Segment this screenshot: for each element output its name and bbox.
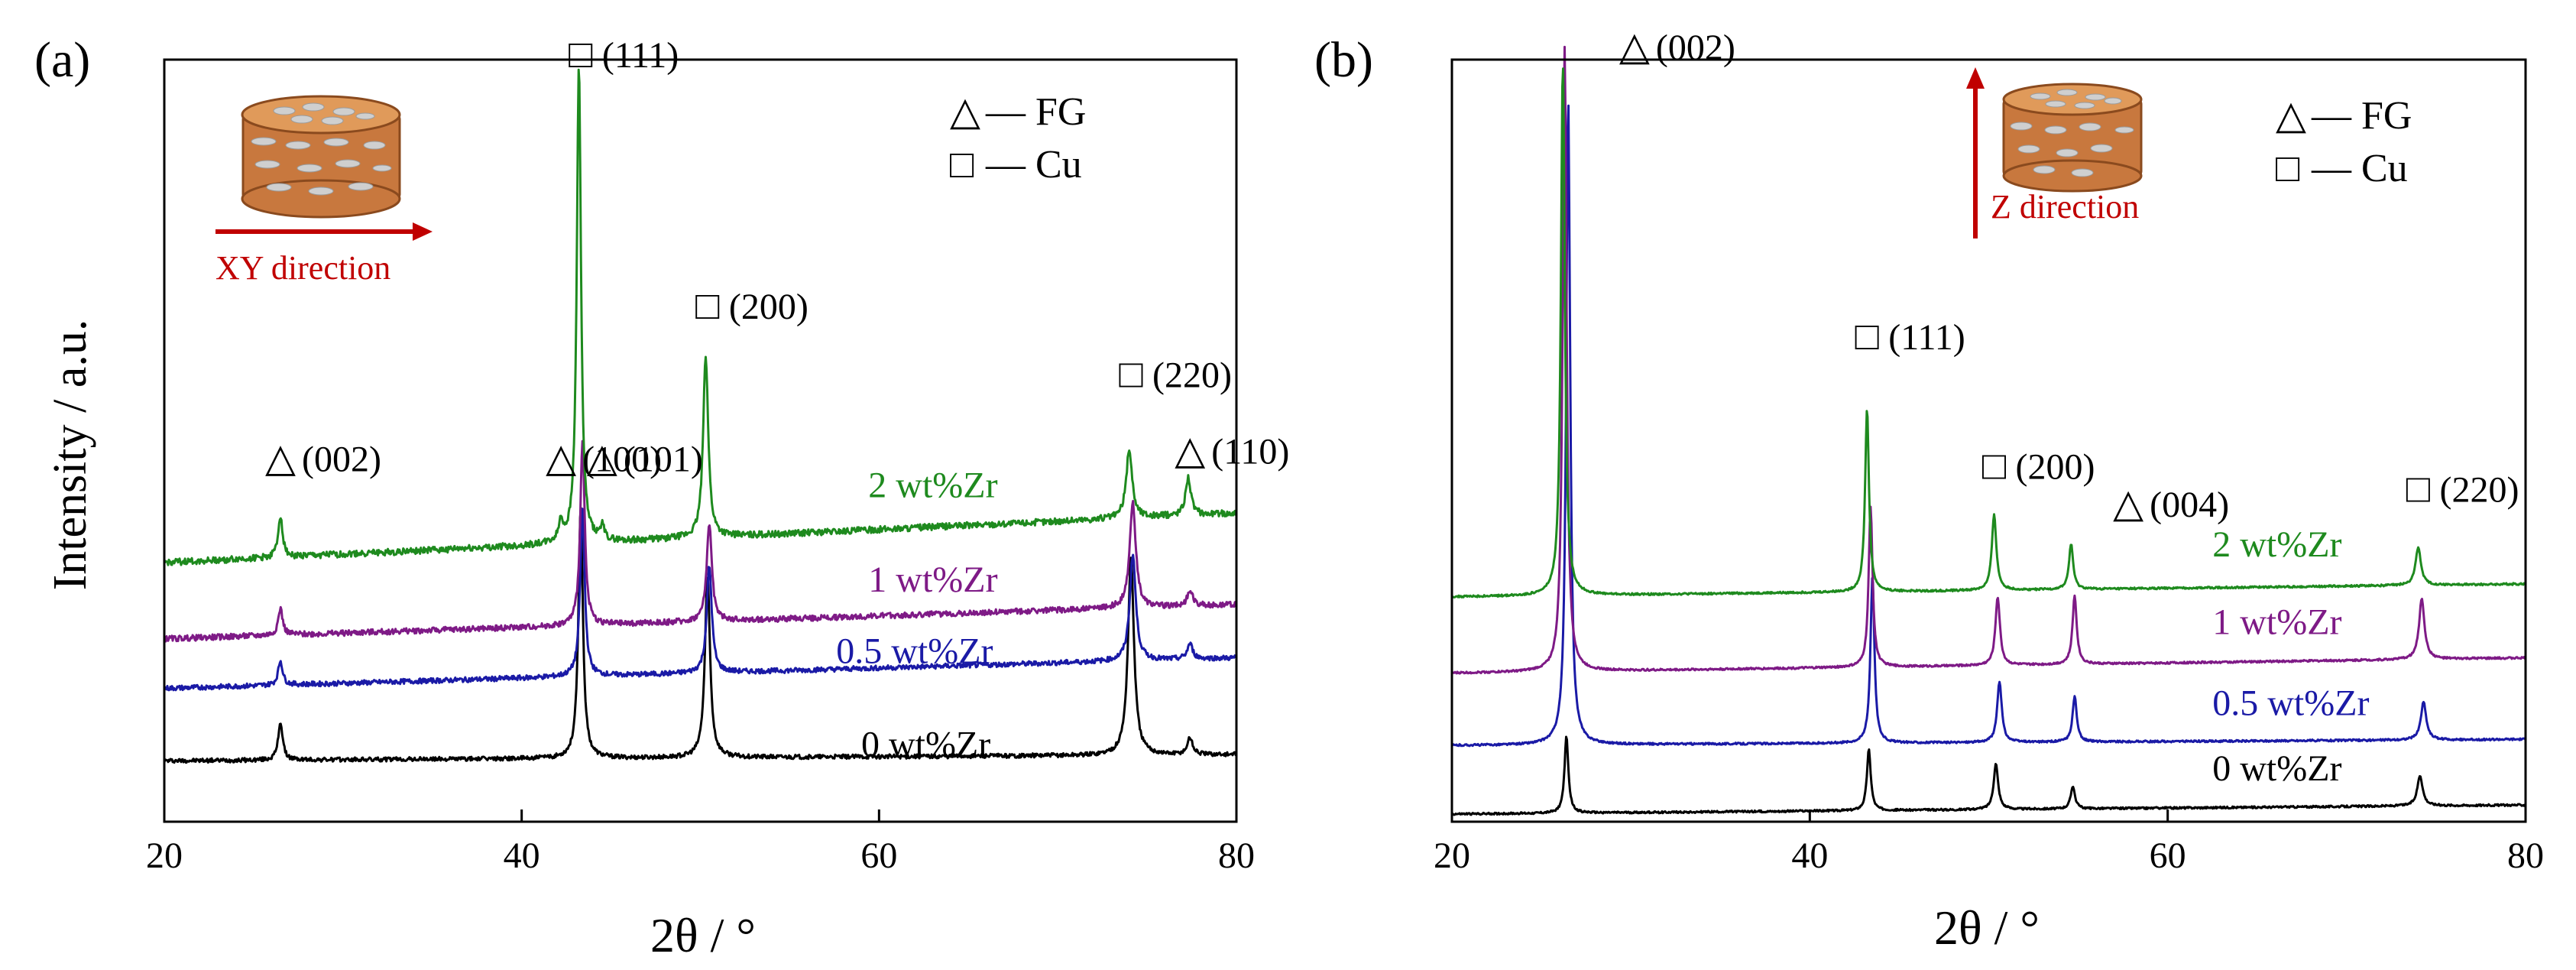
legend-a: △ — FG □ — Cu [950, 90, 1086, 187]
panel-a: (a) Intensity / a.u. XY direction [34, 32, 1289, 962]
series-label: 0 wt%Zr [2212, 748, 2341, 789]
xy-direction-arrow-icon [215, 222, 433, 241]
panel-b: (b) Z direction △ — FG [1314, 25, 2544, 955]
x-tick-label: 40 [504, 835, 540, 876]
peak-label: (220) [2440, 469, 2519, 510]
fg-peak-marker-icon: △ [265, 436, 296, 480]
cu-peak-marker-icon: □ [2406, 467, 2431, 511]
x-axis-label-a: 2θ / ° [650, 908, 756, 962]
fg-peak-marker-icon: △ [2113, 482, 2143, 526]
peak-label: (200) [729, 287, 808, 327]
plot-frame [163, 58, 1238, 823]
series-line-0-wt-zr [1451, 735, 2527, 816]
peak-annotation: □ (220) [2406, 467, 2519, 511]
series-label: 1 wt%Zr [868, 560, 997, 600]
legend-cu-symbol: □ [2276, 147, 2300, 190]
cu-peak-marker-icon: □ [1982, 444, 2007, 488]
fg-peak-marker-icon: △ [1175, 429, 1205, 472]
legend-cu-symbol: □ [950, 143, 974, 187]
legend-cu-text: — Cu [2311, 147, 2408, 190]
legend-b: △ — FG □ — Cu [2276, 94, 2412, 190]
y-axis-label-a: Intensity / a.u. [44, 320, 96, 591]
peak-annotation: △ (101) [587, 436, 703, 480]
x-tick-label: 80 [2507, 835, 2544, 876]
peak-label: (220) [1152, 355, 1232, 396]
legend-fg-text: — FG [985, 90, 1086, 134]
series-label: 0.5 wt%Zr [2212, 683, 2369, 723]
cu-peak-marker-icon: □ [695, 284, 720, 328]
series-label: 2 wt%Zr [868, 465, 997, 505]
cu-peak-marker-icon: □ [569, 33, 593, 76]
x-tick-label: 60 [2150, 835, 2186, 876]
peak-label: (200) [2016, 446, 2095, 487]
series-line-1-wt-zr [164, 440, 1238, 643]
x-axis-label-b: 2θ / ° [1934, 900, 2040, 955]
legend-fg-symbol: △ [950, 90, 980, 134]
legend-fg-symbol: △ [2276, 94, 2306, 138]
x-tick-label: 20 [146, 835, 183, 876]
panel-label-a: (a) [34, 32, 90, 88]
peak-annotation: □ (111) [569, 33, 679, 76]
peak-label: (002) [1656, 28, 1735, 68]
legend-cu-text: — Cu [985, 143, 1082, 187]
fg-peak-marker-icon: △ [1619, 25, 1650, 69]
z-direction-arrow-icon [1966, 67, 1985, 238]
peak-annotation: △ (110) [1175, 429, 1289, 472]
fg-peak-marker-icon: △ [546, 436, 576, 480]
legend-fg-text: — FG [2311, 94, 2412, 138]
peak-annotation: △ (004) [2113, 482, 2229, 526]
series-label: 0 wt%Zr [861, 724, 990, 764]
peak-label: (101) [624, 439, 703, 479]
peak-label: (111) [1888, 317, 1965, 358]
plot-frame [1450, 58, 2527, 823]
peak-label: (002) [302, 439, 381, 479]
peak-label: (004) [2150, 485, 2229, 525]
cu-peak-marker-icon: □ [1119, 353, 1143, 397]
peak-label: (100) [582, 439, 662, 479]
peak-annotation: □ (111) [1855, 315, 1965, 358]
x-tick-label: 60 [860, 835, 897, 876]
fg-peak-marker-icon: △ [587, 436, 617, 480]
series-line-0-wt-zr [163, 507, 1238, 764]
peak-annotation: △ (002) [1619, 25, 1735, 69]
x-tick-label: 20 [1434, 835, 1470, 876]
crystal-icon [241, 95, 401, 219]
series-line-0-5-wt-zr [1451, 104, 2527, 748]
peak-annotation: □ (200) [695, 284, 808, 328]
series-label: 2 wt%Zr [2212, 524, 2341, 565]
x-tick-label: 40 [1791, 835, 1828, 876]
xy-direction-label: XY direction [215, 249, 390, 287]
peak-annotation: □ (200) [1982, 444, 2095, 488]
peak-annotation: □ (220) [1119, 353, 1232, 397]
panel-label-b: (b) [1314, 32, 1373, 88]
x-tick-label: 80 [1218, 835, 1255, 876]
series-line-1-wt-zr [1450, 45, 2526, 675]
peak-annotation: △ (002) [265, 436, 381, 480]
series-line-2-wt-zr [163, 68, 1238, 566]
peak-label: (111) [602, 35, 679, 76]
peak-annotation: △ (100) [546, 436, 662, 480]
cu-peak-marker-icon: □ [1855, 315, 1880, 358]
crystal-icon-b [2002, 83, 2143, 193]
series-label: 0.5 wt%Zr [836, 631, 993, 672]
series-line-2-wt-zr [1451, 67, 2527, 599]
z-direction-label: Z direction [1991, 188, 2139, 225]
peak-label: (110) [1211, 431, 1289, 472]
series-line-0-5-wt-zr [163, 508, 1237, 692]
series-label: 1 wt%Zr [2212, 602, 2341, 643]
